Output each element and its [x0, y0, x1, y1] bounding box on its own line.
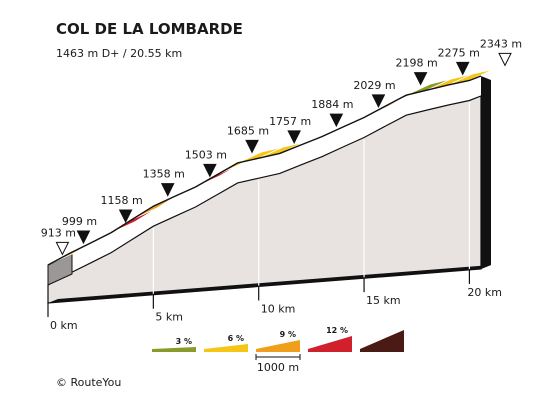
altitude-label: 1358 m: [143, 168, 185, 181]
altitude-marker-icon: [55, 241, 70, 256]
profile-end-wall: [481, 76, 491, 269]
km-tick-label: 0 km: [50, 319, 78, 332]
altitude-label: 2029 m: [353, 79, 395, 92]
legend-swatch: [360, 330, 404, 352]
credit-text: © RouteYou: [56, 376, 121, 389]
altitude-label: 2275 m: [438, 46, 480, 59]
gradient-legend: 3 % 6 % 9 % 12 % 1000 m: [152, 326, 404, 374]
legend-swatch: [256, 340, 300, 352]
altitude-marker-icon: [455, 61, 470, 76]
altitude-label: 1158 m: [101, 194, 143, 207]
altitude-marker-icon: [498, 52, 512, 67]
km-tick-label: 10 km: [261, 302, 296, 315]
altitude-marker-icon: [76, 230, 91, 245]
legend-label: 6 %: [228, 334, 244, 343]
ribbon-outline: [47, 75, 482, 266]
profile-face: [47, 95, 482, 304]
altitude-label: 1757 m: [269, 115, 311, 128]
legend-swatch: [308, 336, 352, 352]
altitude-marker-icon: [160, 183, 175, 197]
legend-label: 12 %: [326, 326, 348, 335]
chart-title: COL DE LA LOMBARDE: [56, 20, 243, 38]
altitude-label: 1884 m: [311, 98, 353, 111]
altitude-marker-icon: [203, 163, 217, 178]
altitude-marker-icon: [287, 130, 301, 144]
km-tick-label: 15 km: [366, 294, 401, 307]
gradient-segment: [406, 78, 452, 96]
km-tick-label: 20 km: [467, 286, 502, 299]
altitude-marker-icon: [413, 72, 428, 86]
profile-floor: [48, 265, 491, 303]
altitude-label: 999 m: [62, 215, 97, 228]
altitude-marker-icon: [329, 113, 344, 128]
altitude-label: 2343 m: [480, 37, 522, 50]
legend-label: 9 %: [280, 330, 296, 339]
altitude-marker-icon: [371, 94, 386, 109]
profile-body: [47, 64, 506, 304]
altitude-label: 913 m: [41, 226, 76, 239]
km-tick-label: 5 km: [155, 311, 183, 324]
gradient-segment: [258, 142, 304, 159]
gradient-segment: [237, 146, 283, 164]
legend-swatch: [204, 344, 248, 352]
altitude-label: 2198 m: [395, 57, 437, 70]
altitude-label: 1685 m: [227, 124, 269, 137]
chart-subtitle: 1463 m D+ / 20.55 km: [56, 47, 182, 60]
altitude-label: 1503 m: [185, 148, 227, 161]
scale-bar-label: 1000 m: [257, 361, 299, 374]
altitude-marker-icon: [118, 209, 133, 224]
legend-label: 3 %: [176, 337, 192, 346]
legend-swatch: [152, 347, 196, 352]
altitude-marker-icon: [245, 139, 259, 154]
km-axis: 0 km 5 km 10 km 15 km 20 km: [47, 102, 502, 332]
